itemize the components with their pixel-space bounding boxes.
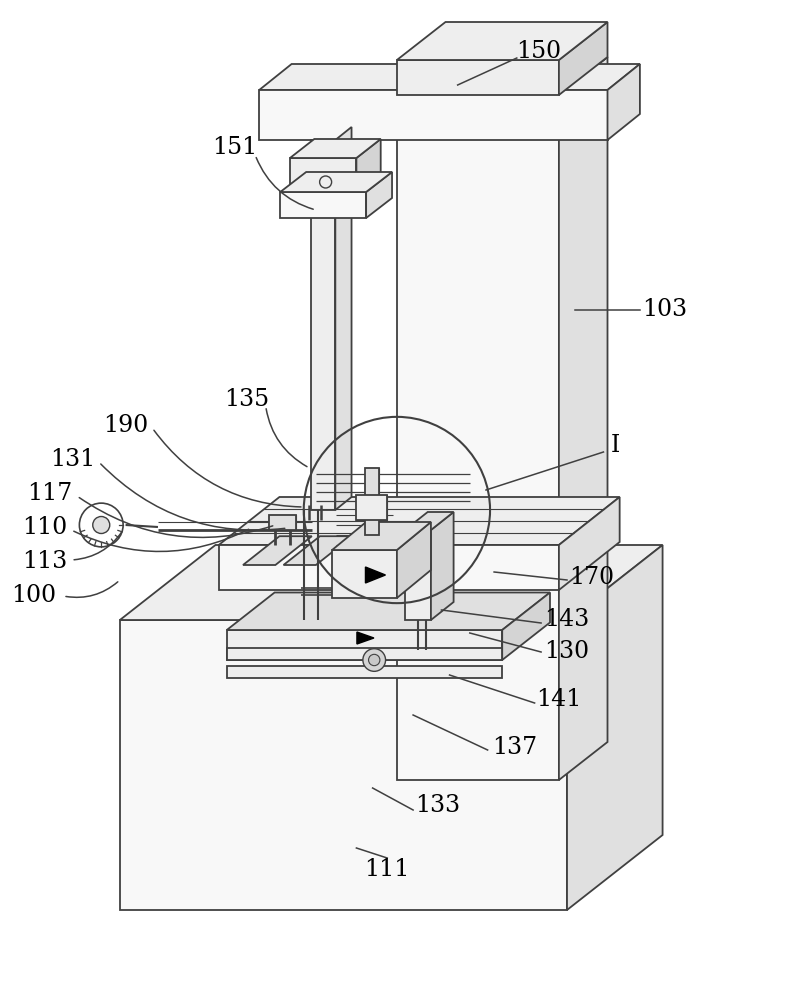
- Text: 150: 150: [516, 40, 561, 64]
- Polygon shape: [227, 666, 502, 678]
- Polygon shape: [366, 172, 392, 218]
- Polygon shape: [405, 512, 454, 530]
- Polygon shape: [567, 545, 663, 910]
- Polygon shape: [356, 495, 387, 520]
- Text: 113: 113: [22, 550, 67, 574]
- FancyArrowPatch shape: [66, 582, 117, 597]
- Polygon shape: [332, 550, 397, 598]
- Text: 100: 100: [11, 584, 57, 607]
- Polygon shape: [405, 530, 431, 620]
- Text: I: I: [611, 434, 620, 456]
- Polygon shape: [284, 536, 352, 565]
- Polygon shape: [269, 515, 296, 530]
- Polygon shape: [259, 90, 608, 140]
- Text: 135: 135: [224, 388, 270, 412]
- Polygon shape: [608, 64, 640, 140]
- Polygon shape: [559, 22, 608, 95]
- Polygon shape: [219, 497, 620, 545]
- FancyArrowPatch shape: [256, 158, 313, 209]
- FancyArrowPatch shape: [74, 532, 122, 560]
- Polygon shape: [335, 127, 352, 510]
- Polygon shape: [397, 95, 559, 780]
- Polygon shape: [365, 567, 386, 583]
- Polygon shape: [280, 172, 392, 192]
- Polygon shape: [311, 140, 335, 510]
- Text: 170: 170: [569, 566, 614, 589]
- Polygon shape: [357, 632, 374, 644]
- FancyArrowPatch shape: [154, 430, 301, 507]
- Text: 130: 130: [544, 641, 590, 664]
- Text: 110: 110: [22, 516, 67, 540]
- Polygon shape: [227, 592, 550, 630]
- Polygon shape: [280, 192, 366, 218]
- Polygon shape: [259, 64, 640, 90]
- Polygon shape: [243, 536, 312, 565]
- Polygon shape: [120, 545, 663, 620]
- Polygon shape: [397, 22, 608, 60]
- Polygon shape: [364, 468, 379, 535]
- Polygon shape: [290, 158, 356, 198]
- FancyArrowPatch shape: [74, 529, 249, 551]
- Polygon shape: [397, 60, 559, 95]
- Polygon shape: [356, 139, 381, 198]
- Polygon shape: [559, 57, 608, 780]
- Circle shape: [363, 649, 386, 671]
- FancyArrowPatch shape: [79, 498, 273, 537]
- Polygon shape: [219, 545, 559, 590]
- Text: 133: 133: [415, 794, 460, 818]
- Polygon shape: [227, 648, 502, 660]
- Polygon shape: [227, 630, 502, 660]
- Polygon shape: [397, 522, 431, 598]
- FancyArrowPatch shape: [100, 464, 285, 530]
- Text: 137: 137: [492, 736, 537, 760]
- Text: 151: 151: [212, 136, 258, 159]
- Text: 190: 190: [103, 414, 148, 436]
- Text: 141: 141: [536, 688, 582, 712]
- Text: 103: 103: [642, 298, 687, 322]
- Text: 143: 143: [544, 608, 590, 632]
- Circle shape: [369, 654, 380, 666]
- Polygon shape: [559, 497, 620, 590]
- Polygon shape: [431, 512, 454, 620]
- FancyArrowPatch shape: [266, 409, 307, 467]
- Circle shape: [92, 516, 109, 534]
- Text: 131: 131: [50, 448, 96, 472]
- Text: 111: 111: [364, 858, 410, 882]
- Polygon shape: [397, 57, 608, 95]
- Text: 117: 117: [28, 483, 73, 506]
- Polygon shape: [502, 592, 550, 660]
- Polygon shape: [290, 139, 381, 158]
- Polygon shape: [332, 522, 431, 550]
- Polygon shape: [120, 620, 567, 910]
